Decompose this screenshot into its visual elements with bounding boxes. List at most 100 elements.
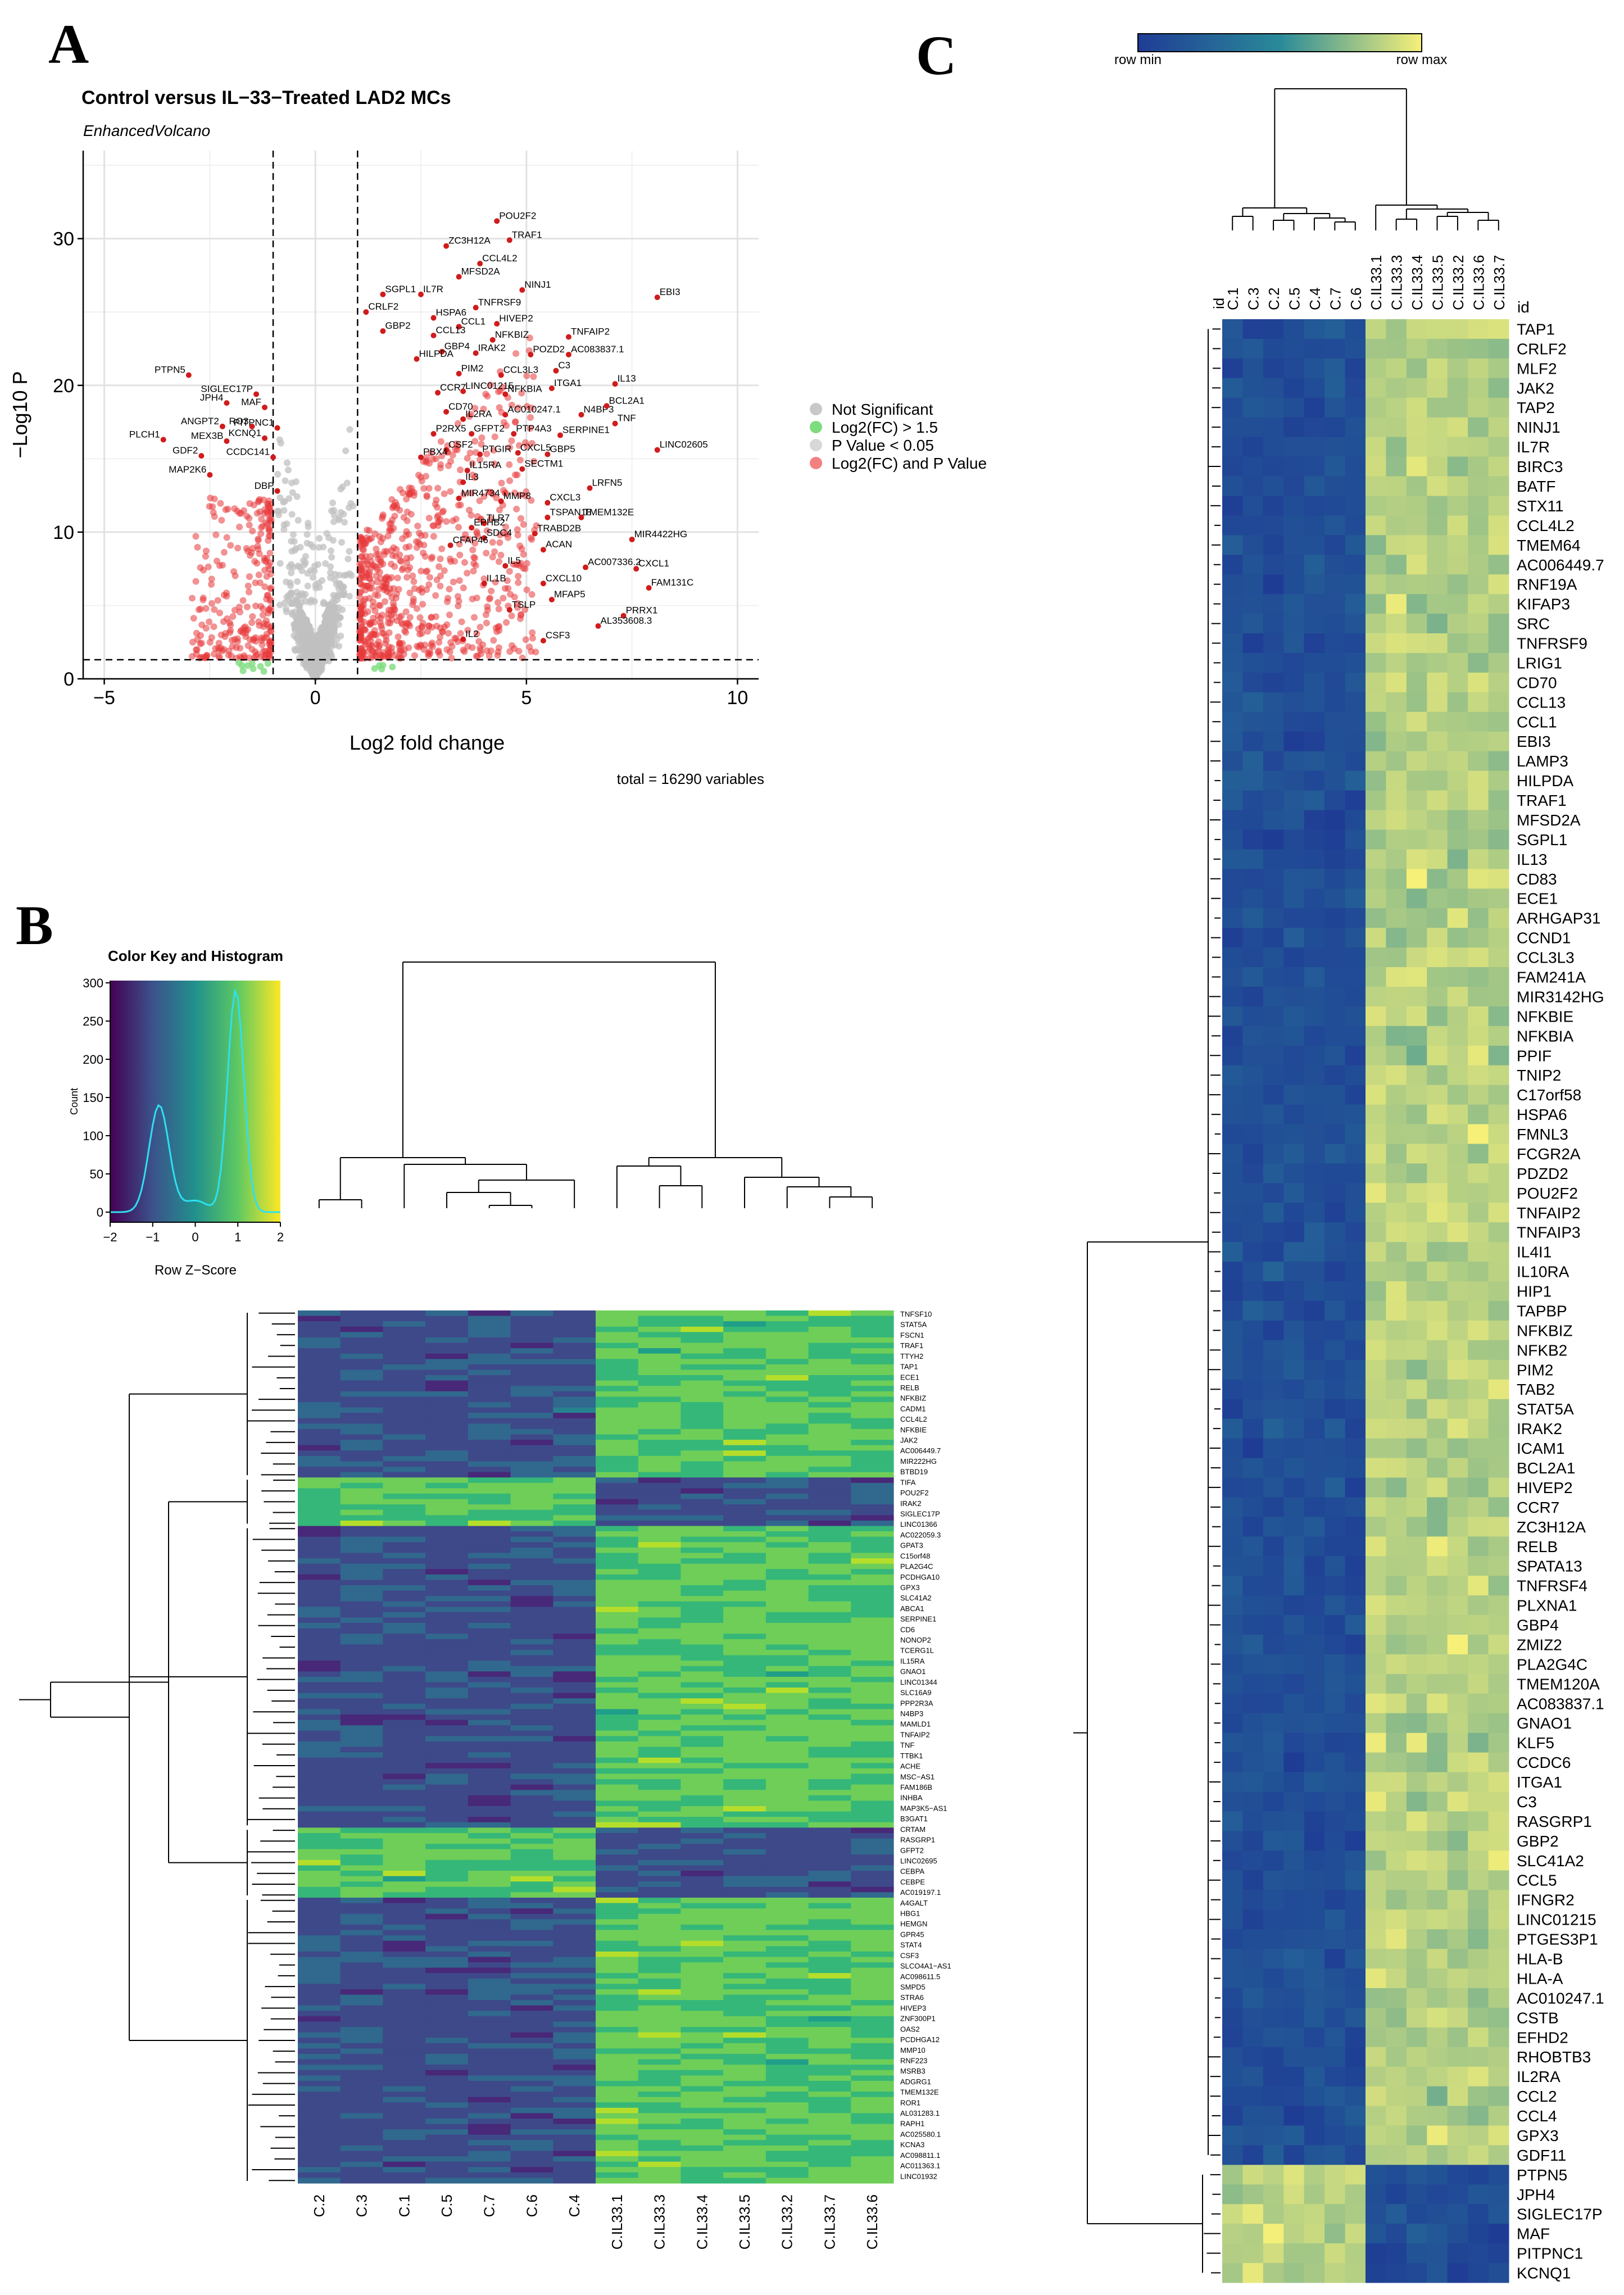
heatmap-b-cell [425, 1790, 469, 1796]
heatmap-c-cell [1447, 515, 1468, 536]
heatmap-b-cell [681, 1440, 724, 1446]
heatmap-b-cell [638, 2032, 681, 2038]
heatmap-b-cell [510, 1757, 554, 1763]
volcano-point-sig [400, 514, 407, 521]
heatmap-b-cell [851, 1871, 894, 1877]
heatmap-b-cell [638, 1423, 681, 1430]
volcano-point-sig [396, 614, 403, 621]
heatmap-b-cell [638, 1316, 681, 1322]
heatmap-b-cell [553, 1369, 596, 1376]
heatmap-b-cell [808, 2027, 851, 2033]
volcano-point-sig [266, 624, 273, 631]
heatmap-b-cell [468, 1607, 511, 1613]
volcano-point-sig [466, 450, 474, 457]
heatmap-b-cell [638, 1703, 681, 1709]
volcano-point-ns [274, 470, 282, 478]
heatmap-b-cell [851, 1391, 894, 1397]
heatmap-b-cell [723, 1757, 766, 1763]
heatmap-b-cell [340, 1833, 383, 1839]
heatmap-c-cell [1283, 535, 1305, 555]
heatmap-b-cell [596, 1332, 639, 1338]
heatmap-b-cell [596, 1736, 639, 1742]
heatmap-b-cell [808, 1752, 851, 1758]
heatmap-b-cell [808, 1428, 851, 1435]
heatmap-b-cell [681, 2043, 724, 2049]
heatmap-b-cell [340, 1962, 383, 1969]
volcano-labeled-point [498, 372, 504, 378]
heatmap-b-cell [681, 1865, 724, 1871]
heatmap-b-cell [638, 2129, 681, 2135]
heatmap-b-cell [510, 1859, 554, 1866]
heatmap-c-cell [1242, 614, 1264, 634]
volcano-point-sig [227, 627, 234, 634]
key-y-tick-label: 250 [83, 1014, 103, 1028]
volcano-labeled-point [380, 291, 386, 297]
heatmap-b-cell [808, 1342, 851, 1349]
heatmap-c-cell [1366, 574, 1386, 595]
volcano-point-sig [468, 511, 475, 519]
heatmap-b-cell [340, 2043, 383, 2049]
volcano-point-ns [287, 582, 294, 589]
heatmap-b-cell [425, 1752, 469, 1758]
heatmap-b-cell [553, 1569, 596, 1575]
volcano-point-sig [242, 633, 250, 640]
volcano-point-sig [422, 473, 429, 480]
heatmap-b-cell [298, 1348, 341, 1354]
heatmap-b-cell [808, 1569, 851, 1575]
heatmap-c-cell [1345, 437, 1366, 457]
volcano-point-sig [364, 608, 371, 615]
heatmap-b-cell [425, 1348, 469, 1354]
volcano-labeled-point [587, 485, 593, 491]
heatmap-b-row-label: TRAF1 [900, 1341, 923, 1350]
heatmap-c-cell [1488, 397, 1509, 418]
heatmap-b-cell [765, 1617, 809, 1623]
heatmap-c-cell [1427, 574, 1448, 595]
heatmap-c-cell [1406, 614, 1427, 634]
heatmap-b-cell [340, 1644, 383, 1650]
heatmap-b-cell [340, 1601, 383, 1607]
heatmap-b-cell [681, 1596, 724, 1602]
volcano-point-sig [469, 471, 477, 479]
heatmap-b-cell [553, 2021, 596, 2028]
heatmap-b-column-label: C.IL33.7 [821, 2194, 838, 2249]
heatmap-b-cell [298, 1817, 341, 1823]
volcano-point-sig [428, 639, 436, 647]
heatmap-b-cell [723, 2075, 766, 2081]
heatmap-b-cell [340, 1698, 383, 1704]
heatmap-b-cell [425, 1892, 469, 1898]
heatmap-b-cell [425, 2080, 469, 2087]
heatmap-b-cell [851, 1644, 894, 1650]
heatmap-b-cell [596, 1418, 639, 1424]
heatmap-b-cell [638, 1989, 681, 1995]
heatmap-b-cell [638, 1682, 681, 1688]
heatmap-b-cell [425, 1515, 469, 1521]
heatmap-b-cell [425, 1730, 469, 1736]
heatmap-b-cell [765, 1757, 809, 1763]
volcano-gene-label: BCL2A1 [609, 395, 645, 406]
heatmap-b-row-label: TNFSF10 [900, 1310, 932, 1318]
volcano-labeled-point [456, 370, 462, 377]
heatmap-b-cell [808, 1407, 851, 1413]
heatmap-b-cell [510, 2021, 554, 2028]
heatmap-b-cell [425, 1612, 469, 1618]
heatmap-b-cell [851, 1806, 894, 1812]
heatmap-b-cell [510, 2092, 554, 2098]
heatmap-c-cell [1366, 633, 1386, 654]
heatmap-b-cell [340, 1881, 383, 1888]
heatmap-b-cell [553, 1617, 596, 1623]
heatmap-b-cell [553, 1359, 596, 1365]
volcano-point-ns [340, 588, 347, 596]
heatmap-b-row-label: TNFAIP2 [900, 1730, 930, 1739]
heatmap-c-cell [1324, 594, 1345, 614]
volcano-point-sig [425, 514, 433, 521]
volcano-point-sig [384, 619, 392, 627]
volcano-labeled-point [198, 453, 205, 459]
heatmap-b-cell [298, 1553, 341, 1559]
heatmap-b-cell [596, 1768, 639, 1774]
heatmap-b-cell [596, 1310, 639, 1317]
heatmap-b-cell [553, 1940, 596, 1947]
heatmap-c-cell [1242, 378, 1264, 398]
heatmap-c-cell [1366, 594, 1386, 614]
heatmap-b-cell [383, 1725, 426, 1731]
